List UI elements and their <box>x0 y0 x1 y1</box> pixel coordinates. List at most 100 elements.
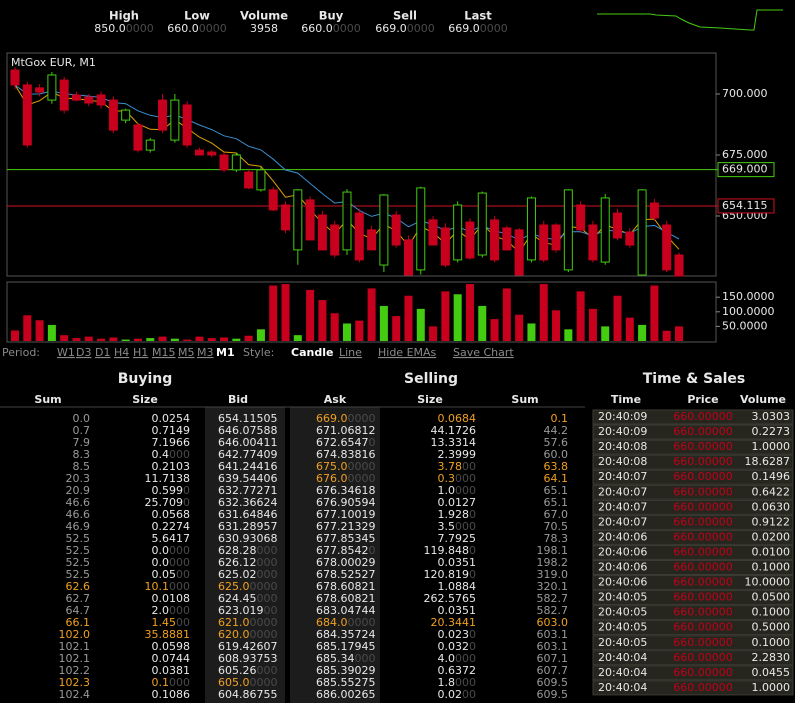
candle-body <box>47 74 57 101</box>
book-cell: 685.55275 <box>316 676 376 689</box>
book-cell: 102.3 <box>59 676 91 689</box>
book-cell: 63.8 <box>544 460 569 473</box>
book-cell: 677.10019 <box>316 508 376 521</box>
book-cell: 0.0320 <box>438 640 477 653</box>
price-label: 654.115 <box>722 199 768 212</box>
book-cell: 619.42607 <box>218 640 278 653</box>
period-option[interactable]: M3 <box>197 346 214 359</box>
book-cell: 641.24416 <box>218 460 278 473</box>
trade-price: 660.00000 <box>673 455 733 468</box>
book-cell: 25.7090 <box>145 496 191 509</box>
stat-value: 669.00000 <box>448 22 508 35</box>
book-cell: 669.00000 <box>316 412 376 425</box>
candle-body <box>71 94 81 101</box>
trade-volume: 0.0500 <box>752 591 791 604</box>
period-option[interactable]: W1 <box>57 346 75 359</box>
candle-body <box>428 219 438 246</box>
book-cell: 52.5 <box>66 556 91 569</box>
candle-body <box>10 69 20 86</box>
period-option[interactable]: D3 <box>76 346 91 359</box>
book-cell: 62.6 <box>66 580 91 593</box>
period-option[interactable]: M5 <box>178 346 195 359</box>
stat-label: Sell <box>393 9 417 23</box>
trade-row <box>592 454 794 470</box>
hide-emas[interactable]: Hide EMAs <box>378 346 437 359</box>
volume-bar <box>478 305 487 341</box>
book-cell: 64.7 <box>66 604 91 617</box>
book-cell: 0.1086 <box>152 688 191 701</box>
book-cell: 0.0 <box>73 412 91 425</box>
candle-body <box>317 214 327 251</box>
book-cell: 0.0000 <box>152 544 191 557</box>
period-option[interactable]: M15 <box>152 346 176 359</box>
candle-body <box>281 204 291 231</box>
trade-price: 660.00000 <box>673 485 733 498</box>
book-cell: 66.1 <box>66 616 91 629</box>
candle-body <box>121 109 131 121</box>
trade-price: 660.00000 <box>673 621 733 634</box>
book-cell: 609.5 <box>537 688 569 701</box>
trade-price: 660.00000 <box>673 681 733 694</box>
trade-price: 660.00000 <box>673 651 733 664</box>
style-option[interactable]: Candle <box>291 346 333 359</box>
book-cell: 67.0 <box>544 508 569 521</box>
book-cell: 262.5765 <box>424 592 477 605</box>
save-chart[interactable]: Save Chart <box>453 346 514 359</box>
volume-bar <box>675 326 683 341</box>
book-cell: 0.0000 <box>152 556 191 569</box>
volume-bar <box>539 284 548 341</box>
trade-time: 20:40:09 <box>598 410 647 423</box>
trade-volume: 0.6422 <box>752 485 791 498</box>
trade-row <box>592 469 794 485</box>
candle-body <box>526 197 536 261</box>
period-option[interactable]: H4 <box>114 346 129 359</box>
trade-volume: 10.0000 <box>745 576 791 589</box>
candle-body <box>649 202 659 219</box>
period-option[interactable]: M1 <box>216 346 235 359</box>
trade-volume: 18.6287 <box>745 455 791 468</box>
volume-bar <box>453 294 462 341</box>
candle-body <box>416 187 426 271</box>
volume-bar <box>392 316 401 341</box>
volume-bar <box>23 315 32 341</box>
trade-row <box>592 439 794 455</box>
book-cell: 3.5000 <box>438 520 477 533</box>
book-cell: 0.3000 <box>438 472 477 485</box>
book-cell: 44.1726 <box>431 424 477 437</box>
y-tick-label: 675.000 <box>722 148 768 161</box>
book-cell: 607.1 <box>537 652 569 665</box>
trade-price: 660.00000 <box>673 515 733 528</box>
book-cell: 119.8480 <box>424 544 477 557</box>
volume-bar <box>355 320 364 341</box>
trade-time: 20:40:09 <box>598 425 647 438</box>
candle-body <box>194 149 204 156</box>
trade-time: 20:40:04 <box>598 651 647 664</box>
book-cell: 582.7 <box>537 592 569 605</box>
book-cell: 13.3314 <box>431 436 477 449</box>
trade-time: 20:40:04 <box>598 681 647 694</box>
volume-bar <box>330 313 339 341</box>
stat-label: High <box>109 9 139 23</box>
book-cell: 625.00000 <box>218 580 278 593</box>
volume-bar <box>60 335 69 341</box>
trade-row <box>592 575 794 591</box>
candle-body <box>490 219 500 261</box>
trade-time: 20:40:06 <box>598 576 647 589</box>
period-option[interactable]: H1 <box>133 346 148 359</box>
book-cell: 0.0568 <box>152 508 191 521</box>
trade-time: 20:40:07 <box>598 485 647 498</box>
column-header: Size <box>132 393 158 406</box>
volume-bar <box>35 320 44 341</box>
period-option[interactable]: D1 <box>95 346 110 359</box>
trade-price: 660.00000 <box>673 576 733 589</box>
book-cell: 626.12000 <box>218 556 278 569</box>
stat-label: Volume <box>240 9 288 23</box>
style-option[interactable]: Line <box>339 346 362 359</box>
candle-body <box>35 87 45 93</box>
trade-volume: 0.1000 <box>752 636 791 649</box>
book-cell: 0.7149 <box>152 424 191 437</box>
candle-body <box>59 79 69 111</box>
candle-body <box>391 214 401 246</box>
candle-body <box>22 84 32 146</box>
book-cell: 46.6 <box>66 496 91 509</box>
